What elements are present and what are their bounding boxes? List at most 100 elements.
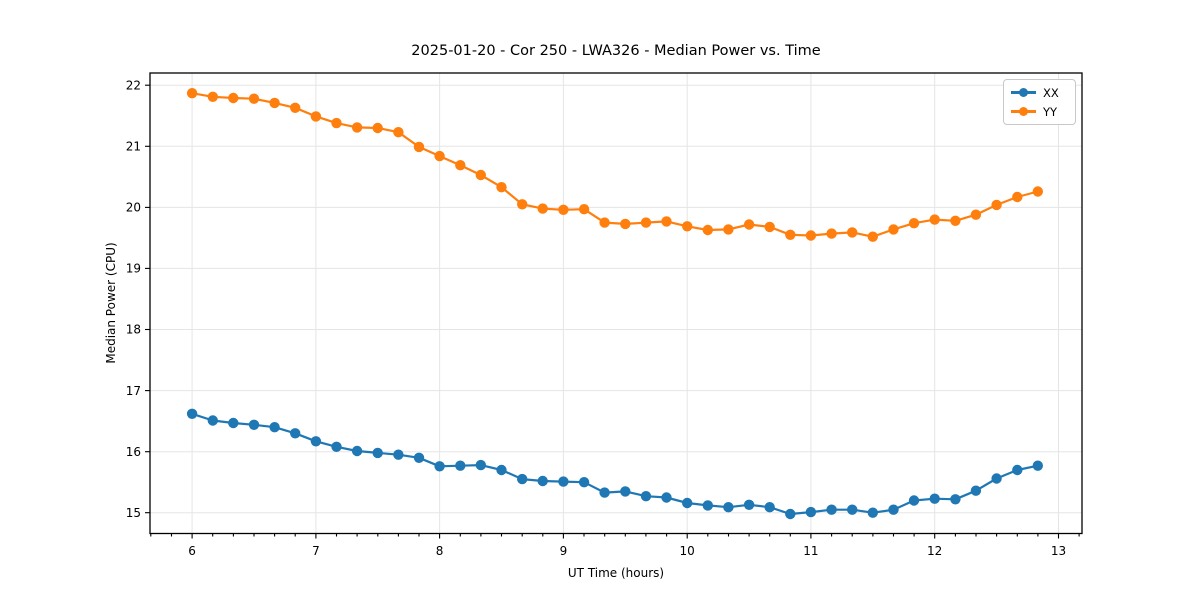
data-point [393, 449, 404, 460]
data-point [455, 460, 466, 471]
data-point [599, 217, 610, 228]
data-point [888, 504, 899, 515]
legend-item-xx: XX [1011, 84, 1069, 102]
data-point [1012, 464, 1023, 476]
x-tick-label: 6 [188, 544, 196, 558]
data-point [455, 160, 466, 171]
data-point [475, 459, 486, 471]
data-point [351, 445, 363, 457]
data-point [929, 214, 940, 225]
legend-marker-xx-icon [1011, 88, 1036, 98]
data-point [558, 476, 569, 487]
x-tick-label: 9 [560, 544, 568, 558]
data-point [413, 452, 425, 463]
data-point [434, 150, 445, 162]
data-point [1032, 460, 1044, 471]
data-point [517, 199, 528, 210]
data-point [310, 436, 322, 447]
x-tick-label: 13 [1051, 544, 1066, 558]
data-point [558, 204, 569, 215]
series-xx [186, 408, 1044, 520]
series-yy [186, 88, 1044, 242]
data-point [929, 493, 940, 504]
data-point [702, 224, 713, 236]
y-tick-label: 17 [126, 384, 141, 398]
data-point [372, 122, 383, 134]
data-point [228, 92, 239, 104]
y-tick-label: 21 [126, 140, 141, 154]
data-point [372, 447, 383, 459]
grid-lines [150, 73, 1082, 534]
data-point [970, 209, 982, 220]
data-point [1012, 191, 1023, 203]
data-point [867, 507, 878, 518]
data-point [599, 487, 610, 498]
x-tick-label: 11 [803, 544, 818, 558]
data-point [867, 231, 878, 242]
y-tick-label: 18 [126, 323, 141, 337]
data-point [248, 93, 260, 104]
data-point [847, 504, 858, 515]
data-point [351, 122, 363, 133]
data-point [434, 461, 445, 472]
data-point [620, 486, 631, 497]
data-point [908, 495, 920, 506]
data-point [764, 221, 775, 233]
data-point [661, 492, 672, 503]
data-point [269, 422, 280, 433]
data-point [640, 491, 652, 502]
data-point [517, 473, 528, 485]
data-point [228, 417, 239, 429]
data-point [785, 229, 796, 240]
data-point [640, 217, 652, 228]
data-point [764, 502, 775, 513]
data-point [743, 219, 755, 230]
axis-ticks [145, 84, 1080, 539]
data-point [207, 415, 218, 426]
data-point [950, 494, 961, 505]
data-point [743, 499, 755, 510]
data-point [1032, 186, 1044, 197]
x-tick-label: 12 [927, 544, 942, 558]
data-point [682, 221, 693, 232]
data-point [826, 228, 837, 239]
data-point [537, 203, 548, 214]
data-point [290, 428, 301, 439]
data-point [413, 141, 425, 153]
data-point [475, 169, 486, 181]
x-tick-label: 8 [436, 544, 444, 558]
x-axis-label: UT Time (hours) [567, 566, 665, 580]
data-point [970, 485, 982, 496]
data-point [702, 500, 713, 511]
legend-label-xx: XX [1043, 85, 1059, 100]
data-point [186, 88, 198, 99]
x-tick-label: 7 [312, 544, 320, 558]
y-tick-label: 22 [126, 78, 141, 92]
data-point [723, 502, 734, 513]
data-point [826, 504, 837, 515]
data-point [620, 218, 631, 230]
data-point [186, 408, 198, 419]
data-point [290, 102, 301, 114]
data-point [248, 419, 260, 430]
data-point [331, 117, 342, 129]
data-point [723, 224, 734, 235]
legend-label-yy: YY [1043, 104, 1058, 119]
data-point [310, 111, 322, 122]
data-point [950, 215, 961, 226]
data-point [888, 224, 899, 235]
y-tick-label: 15 [126, 506, 141, 520]
legend: XX YY [1003, 79, 1076, 125]
data-point [847, 227, 858, 238]
y-tick-label: 19 [126, 262, 141, 276]
legend-item-yy: YY [1011, 103, 1069, 121]
data-point [991, 199, 1002, 211]
data-point [785, 508, 796, 520]
tick-labels: 6 7 8 9 10 11 12 13 15 16 17 18 19 20 21 22 [126, 78, 1066, 558]
data-point [991, 473, 1002, 484]
y-tick-label: 20 [126, 201, 141, 215]
data-point [496, 464, 507, 476]
data-point [578, 204, 590, 215]
data-point [578, 477, 590, 488]
